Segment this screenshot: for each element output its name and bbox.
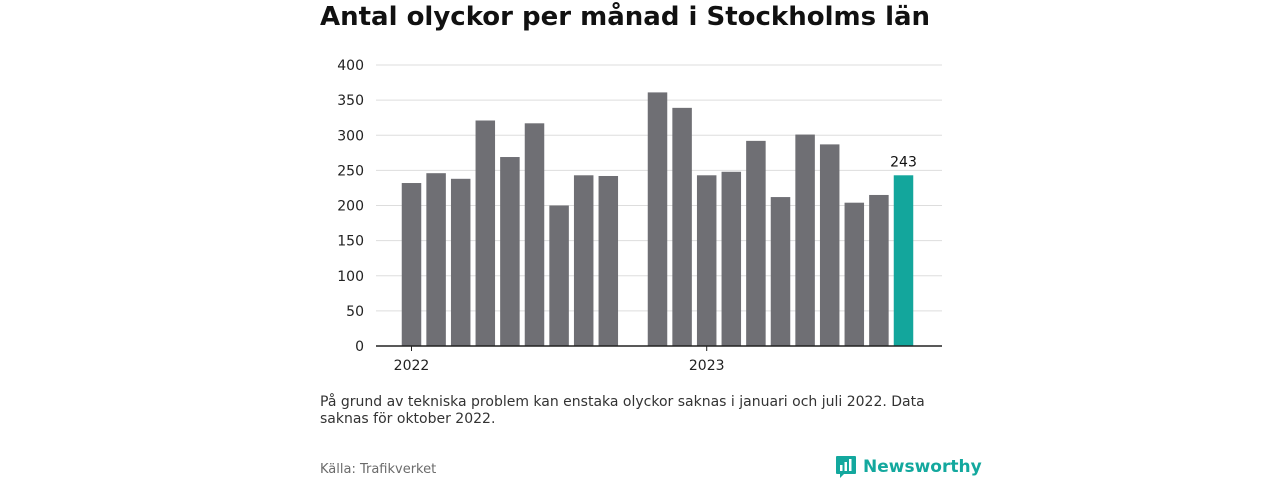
y-axis-tick-labels: 0 50 100 150 200 250 300 350 400	[337, 58, 364, 355]
bar-2022-07	[549, 205, 569, 346]
y-tick-label: 50	[346, 304, 364, 320]
x-tick-label: 2023	[689, 358, 725, 374]
bar-2022-09	[598, 175, 619, 346]
bar-2022-11	[647, 92, 668, 347]
brand-logo[interactable]: Newsworthy	[835, 454, 982, 480]
bar-2022-04	[475, 120, 496, 346]
bar-2023-05	[795, 134, 815, 346]
y-tick-label: 150	[337, 234, 364, 250]
bar-2023-08	[869, 194, 889, 346]
chart-title: Antal olyckor per månad i Stockholms län	[320, 2, 931, 32]
bars	[401, 92, 914, 347]
x-tick-label: 2022	[394, 358, 430, 374]
bar-2022-02	[426, 173, 446, 346]
bar-2022-12	[672, 107, 692, 346]
newsworthy-logo-icon	[836, 456, 856, 478]
y-tick-label: 200	[337, 199, 364, 215]
bar-2023-07	[844, 202, 865, 346]
y-tick-label: 0	[355, 339, 364, 355]
y-tick-label: 350	[337, 93, 364, 109]
bar-2023-01	[696, 175, 717, 346]
bar-chart: 0 50 100 150 200 250 300 350 400 2022 2023 243	[337, 58, 942, 374]
data-labels: 243	[890, 154, 917, 170]
chart-footnote: På grund av tekniska problem kan enstaka…	[320, 394, 925, 427]
y-tick-label: 250	[337, 163, 364, 179]
bar-2022-01	[401, 183, 422, 346]
source-credit: Källa: Trafikverket	[320, 462, 437, 477]
data-label: 243	[890, 154, 917, 170]
brand-name: Newsworthy	[863, 457, 982, 477]
bar-2023-06	[819, 144, 840, 346]
bar-2023-03	[746, 140, 766, 346]
y-tick-label: 400	[337, 58, 364, 74]
bar-2023-02	[721, 171, 742, 346]
bar-2022-08	[573, 175, 594, 346]
bar-2022-03	[450, 178, 471, 346]
bar-2022-06	[524, 123, 545, 347]
x-axis-labels: 2022 2023	[394, 346, 725, 374]
y-tick-label: 300	[337, 128, 364, 144]
bar-2022-05	[500, 157, 520, 346]
bar-2023-04	[770, 197, 791, 346]
bar-2023-09	[893, 175, 914, 346]
y-tick-label: 100	[337, 269, 364, 285]
